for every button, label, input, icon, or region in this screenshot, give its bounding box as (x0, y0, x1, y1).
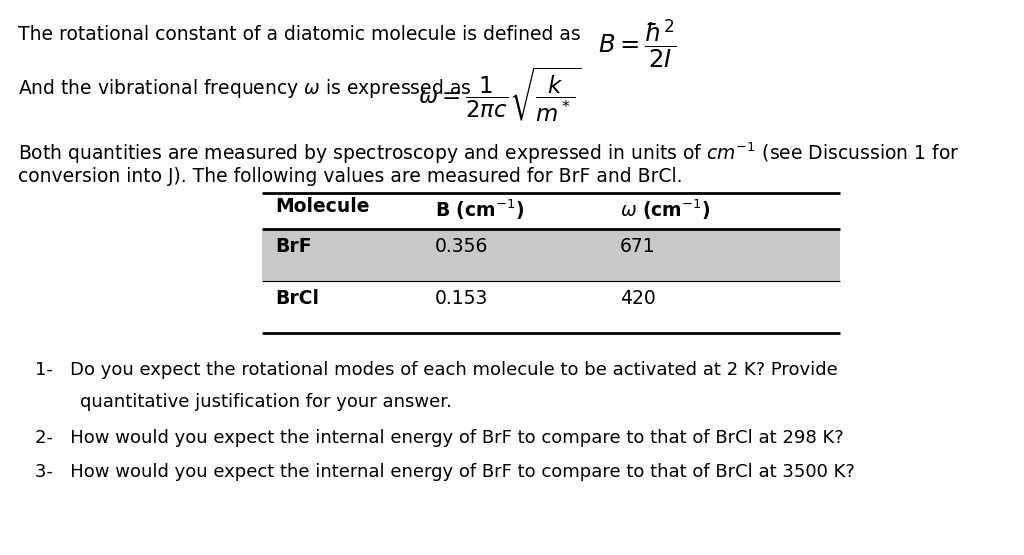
Text: 671: 671 (620, 237, 655, 256)
Text: quantitative justification for your answer.: quantitative justification for your answ… (80, 393, 452, 411)
Bar (262, 229, 840, 281)
Text: Both quantities are measured by spectroscopy and expressed in units of $cm^{-1}$: Both quantities are measured by spectros… (18, 140, 959, 165)
Text: 1-   Do you expect the rotational modes of each molecule to be activated at 2 K?: 1- Do you expect the rotational modes of… (35, 361, 838, 379)
Text: 0.356: 0.356 (435, 237, 488, 256)
Text: And the vibrational frequency $\omega$ is expressed as: And the vibrational frequency $\omega$ i… (18, 77, 471, 100)
Text: 2-   How would you expect the internal energy of BrF to compare to that of BrCl : 2- How would you expect the internal ene… (35, 429, 844, 447)
Text: B (cm$^{-1}$): B (cm$^{-1}$) (435, 197, 524, 221)
Text: 3-   How would you expect the internal energy of BrF to compare to that of BrCl : 3- How would you expect the internal ene… (35, 463, 855, 481)
Text: 420: 420 (620, 289, 655, 308)
Text: BrCl: BrCl (275, 289, 319, 308)
Text: $\omega$ (cm$^{-1}$): $\omega$ (cm$^{-1}$) (620, 197, 711, 221)
Text: conversion into J). The following values are measured for BrF and BrCl.: conversion into J). The following values… (18, 167, 683, 186)
Text: 0.153: 0.153 (435, 289, 488, 308)
Text: $B = \dfrac{\hbar^2}{2I}$: $B = \dfrac{\hbar^2}{2I}$ (598, 17, 677, 70)
Text: $\omega = \dfrac{1}{2\pi c}\sqrt{\dfrac{k}{m^*}}$: $\omega = \dfrac{1}{2\pi c}\sqrt{\dfrac{… (418, 65, 582, 124)
Text: The rotational constant of a diatomic molecule is defined as: The rotational constant of a diatomic mo… (18, 25, 581, 44)
Text: BrF: BrF (275, 237, 311, 256)
Text: Molecule: Molecule (275, 197, 370, 216)
